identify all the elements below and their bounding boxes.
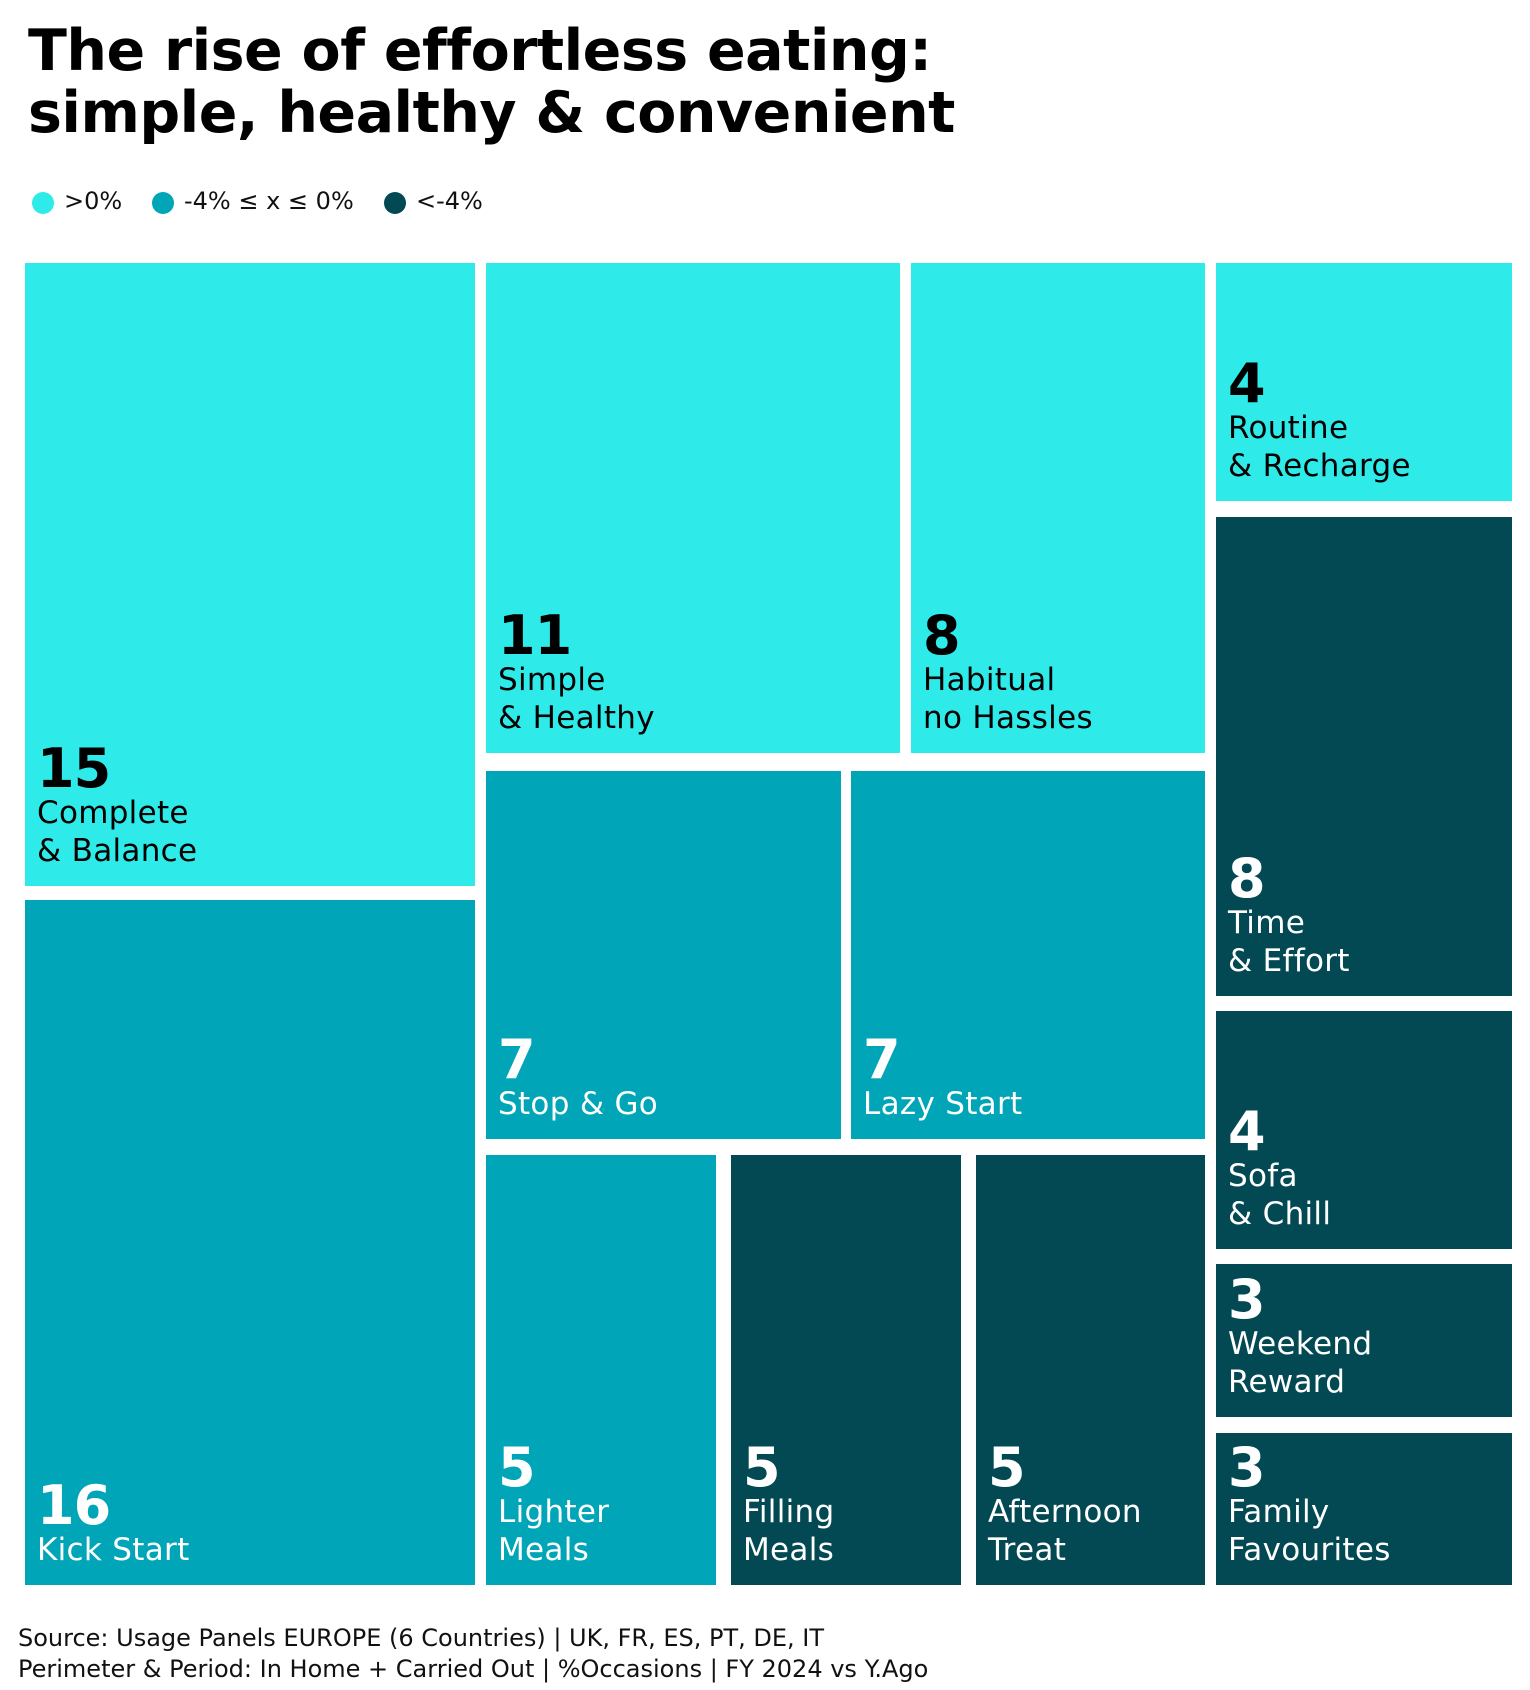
legend-label-positive: >0% [64,187,123,215]
tile-value: 8 [1228,847,1266,910]
tile-text: 5 Afternoon Treat [988,1436,1142,1569]
tile-text: 8 Time & Effort [1228,847,1350,980]
tile-text: 16 Kick Start [37,1474,190,1569]
legend-label-strong-decline: <-4% [416,187,483,215]
tile-label: Weekend Reward [1228,1326,1373,1400]
legend-label-slight-decline: -4% ≤ x ≤ 0% [184,187,354,215]
legend-swatch-slight-decline [152,192,174,214]
tile-value: 7 [498,1028,536,1091]
tile-sofa-and-chill: 4 Sofa & Chill [1216,1011,1512,1249]
chart-title-line-2: simple, healthy & convenient [28,80,955,146]
tile-label: Routine & Recharge [1228,410,1411,484]
tile-kick-start: 16 Kick Start [25,900,475,1585]
tile-value: 8 [923,604,961,667]
tile-value: 11 [498,604,572,667]
source-line-2: Perimeter & Period: In Home + Carried Ou… [18,1655,929,1683]
tile-label: Afternoon Treat [988,1494,1142,1568]
tile-family-favourites: 3 Family Favourites [1216,1433,1512,1585]
tile-text: 7 Lazy Start [863,1028,1023,1123]
tile-label: Kick Start [37,1532,190,1568]
tile-label: Family Favourites [1228,1494,1391,1568]
legend-swatch-positive [32,192,54,214]
tile-simple-and-healthy: 11 Simple & Healthy [486,263,900,753]
source-line-1: Source: Usage Panels EUROPE (6 Countries… [18,1624,825,1652]
tile-value: 4 [1228,352,1266,415]
tile-value: 5 [498,1436,536,1499]
legend-swatch-strong-decline [384,192,406,214]
tile-label: Lighter Meals [498,1494,610,1568]
tile-text: 7 Stop & Go [498,1028,659,1123]
tile-text: 5 Lighter Meals [498,1436,610,1569]
tile-value: 7 [863,1028,901,1091]
tile-value: 5 [743,1436,781,1499]
tile-label: Time & Effort [1228,905,1350,979]
tile-label: Habitual no Hassles [923,662,1093,736]
tile-habitual-no-hassles: 8 Habitual no Hassles [911,263,1205,753]
tile-complete-and-balance: 15 Complete & Balance [25,263,475,886]
tile-afternoon-treat: 5 Afternoon Treat [976,1155,1205,1585]
tile-text: 5 Filling Meals [743,1436,835,1569]
tile-text: 11 Simple & Healthy [498,604,655,737]
tile-label: Stop & Go [498,1086,659,1122]
tile-value: 3 [1228,1268,1266,1331]
tile-stop-and-go: 7 Stop & Go [486,771,841,1139]
tile-text: 4 Sofa & Chill [1228,1100,1332,1233]
tile-label: Simple & Healthy [498,662,655,736]
tile-value: 4 [1228,1100,1266,1163]
tile-text: 3 Family Favourites [1228,1436,1391,1569]
tile-lazy-start: 7 Lazy Start [851,771,1205,1139]
tile-value: 5 [988,1436,1026,1499]
tile-text: 4 Routine & Recharge [1228,352,1411,485]
tile-value: 16 [37,1474,111,1537]
tile-value: 15 [37,737,111,800]
tile-weekend-reward: 3 Weekend Reward [1216,1264,1512,1417]
chart-title: The rise of effortless eating: simple, h… [28,20,955,144]
source-note: Source: Usage Panels EUROPE (6 Countries… [18,1623,928,1685]
tile-label: Complete & Balance [37,795,198,869]
tile-routine-and-recharge: 4 Routine & Recharge [1216,263,1512,501]
tile-value: 3 [1228,1436,1266,1499]
tile-text: 15 Complete & Balance [37,737,198,870]
tile-label: Lazy Start [863,1086,1023,1122]
tile-label: Filling Meals [743,1494,835,1568]
tile-text: 8 Habitual no Hassles [923,604,1093,737]
tile-filling-meals: 5 Filling Meals [731,1155,961,1585]
tile-time-and-effort: 8 Time & Effort [1216,517,1512,996]
chart-title-line-1: The rise of effortless eating: [28,18,932,84]
tile-text: 3 Weekend Reward [1228,1268,1373,1401]
tile-lighter-meals: 5 Lighter Meals [486,1155,716,1585]
tile-label: Sofa & Chill [1228,1158,1332,1232]
